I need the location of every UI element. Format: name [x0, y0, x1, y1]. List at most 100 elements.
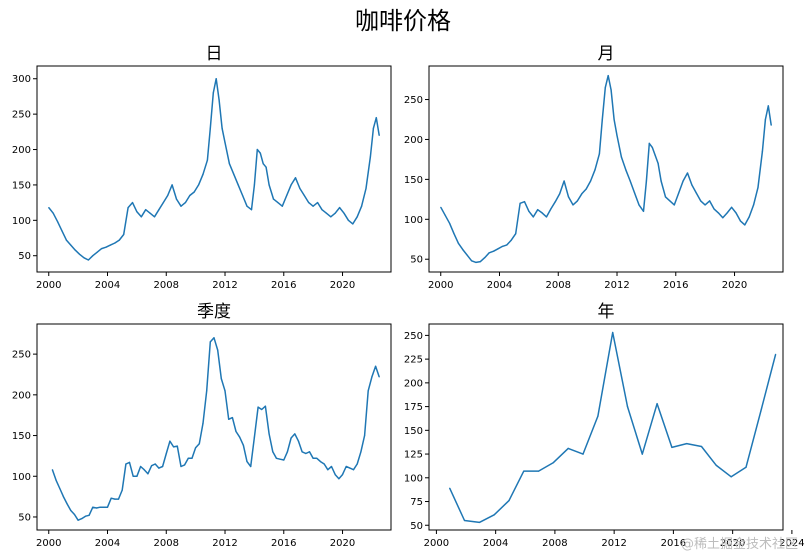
subplot-monthly-point: [691, 184, 693, 186]
subplot-daily-point: [228, 163, 230, 165]
subplot-yearly-point: [656, 403, 658, 405]
subplot-quarterly-point: [73, 513, 76, 516]
subplot-daily-xtick-label: 2000: [36, 280, 61, 291]
subplot-yearly-point: [760, 410, 762, 412]
subplot-daily-point: [308, 202, 310, 204]
subplot-monthly-point: [669, 200, 671, 202]
subplot-quarterly-point: [81, 518, 83, 520]
subplot-quarterly-ytick-label: 200: [12, 390, 31, 401]
subplot-quarterly-point: [283, 459, 285, 461]
subplot-yearly-point: [463, 519, 466, 522]
subplot-yearly-point: [775, 353, 777, 355]
subplot-quarterly-point: [202, 422, 204, 424]
subplot-monthly-point: [654, 154, 656, 156]
subplot-quarterly-point: [272, 451, 274, 453]
subplot-yearly-point: [567, 447, 569, 449]
subplot-yearly-xtick-label: 2012: [601, 538, 626, 549]
subplot-quarterly-point: [169, 440, 171, 442]
subplot-quarterly-point: [239, 436, 241, 438]
subplot-daily-point: [74, 249, 76, 251]
subplot-monthly-point: [519, 202, 521, 204]
subplot-quarterly-point: [345, 465, 347, 468]
subplot-daily-point: [237, 184, 239, 186]
subplot-monthly-ytick-label: 50: [410, 255, 423, 266]
subplot-daily-point: [372, 127, 374, 129]
subplot-monthly-point: [515, 233, 517, 235]
subplot-daily-point: [96, 251, 98, 253]
subplot-monthly-ytick-label: 100: [404, 215, 423, 226]
subplot-monthly: 月 2000 2004 2008 2012 2016 2020 50 100 150 200 250: [404, 44, 784, 291]
subplot-quarterly-point: [92, 506, 94, 508]
subplot-yearly-point: [538, 470, 540, 472]
subplot-monthly-point: [545, 216, 548, 218]
subplot-monthly-point: [726, 212, 728, 214]
subplot-yearly-ytick-label: 150: [404, 426, 423, 437]
subplot-yearly-point: [552, 462, 555, 464]
subplot-monthly-point: [664, 196, 667, 198]
subplot-yearly-point: [626, 406, 629, 408]
subplot-daily-point: [57, 221, 59, 223]
subplot-monthly-point: [717, 212, 720, 214]
subplot-yearly-frame: [428, 323, 784, 531]
subplot-daily-xtick-label: 2004: [95, 280, 120, 291]
subplot-monthly-point: [532, 216, 534, 218]
subplot-quarterly-point: [154, 463, 156, 465]
subplot-yearly-ytick-label: 100: [404, 473, 423, 484]
subplot-daily-point: [347, 219, 349, 221]
subplot-monthly-point: [739, 220, 742, 222]
subplot-quarterly-point: [228, 418, 230, 420]
subplot-monthly-ticks: 2000 2004 2008 2012 2016 2020 50 100 150 200 250: [404, 95, 747, 291]
subplot-yearly-point: [715, 464, 717, 466]
watermark-text: @稀土掘金技术社区: [681, 536, 798, 552]
subplot-quarterly-line: [51, 337, 380, 521]
subplot-daily-frame: [36, 65, 392, 273]
subplot-monthly-point: [440, 206, 442, 208]
subplot-monthly-point: [523, 201, 526, 203]
subplot-monthly-point: [501, 245, 503, 247]
subplot-quarterly-point: [305, 452, 307, 455]
subplot-monthly-point: [488, 252, 490, 254]
subplot-daily-point: [198, 184, 200, 186]
subplot-monthly-point: [449, 222, 451, 224]
subplot-daily-point: [83, 257, 85, 259]
subplot-quarterly-point: [349, 467, 351, 469]
subplot-daily-point: [286, 194, 288, 197]
subplot-monthly-point: [704, 204, 706, 206]
subplot-monthly-point: [537, 209, 539, 211]
subplot-monthly-point: [651, 146, 653, 148]
subplot-daily-point: [242, 194, 244, 197]
subplot-monthly-point: [590, 180, 592, 182]
subplot-daily-point: [79, 253, 81, 255]
subplot-quarterly-point: [279, 458, 281, 460]
subplot-quarterly-point: [334, 474, 336, 476]
subplot-quarterly-point: [330, 465, 333, 468]
subplot-monthly-point: [700, 200, 702, 202]
subplot-monthly-xtick-label: 2008: [546, 280, 571, 291]
subplot-monthly-point: [567, 196, 570, 198]
subplot-yearly-point: [671, 446, 673, 448]
subplot-daily-point: [123, 233, 125, 236]
subplot-daily-point: [206, 159, 208, 161]
subplot-quarterly-xtick-label: 2000: [36, 538, 61, 549]
subplot-daily-point: [87, 259, 89, 261]
subplot-daily-point: [299, 187, 301, 190]
subplot-monthly-xtick-label: 2004: [487, 280, 512, 291]
subplot-quarterly-point: [217, 349, 219, 351]
subplot-monthly-point: [601, 118, 603, 121]
subplot-quarterly-point: [286, 451, 288, 453]
subplot-daily: 日 2000 2004 2008 2012 2016 2020 50 100 150 200 250…: [12, 44, 392, 291]
subplot-monthly-point: [497, 248, 499, 250]
subplot-quarterly-point: [261, 408, 263, 411]
subplot-monthly-point: [585, 188, 587, 190]
subplot-daily-point: [224, 141, 226, 144]
subplot-quarterly-point: [367, 390, 369, 392]
subplot-monthly-point: [625, 169, 627, 171]
subplot-quarterly-point: [209, 341, 211, 343]
subplot-monthly-point: [660, 180, 662, 182]
subplot-daily-point: [365, 187, 367, 190]
subplot-quarterly-point: [173, 446, 175, 448]
subplot-quarterly-point: [268, 433, 270, 435]
subplot-quarterly-point: [158, 467, 160, 469]
subplot-daily-point: [193, 191, 195, 193]
